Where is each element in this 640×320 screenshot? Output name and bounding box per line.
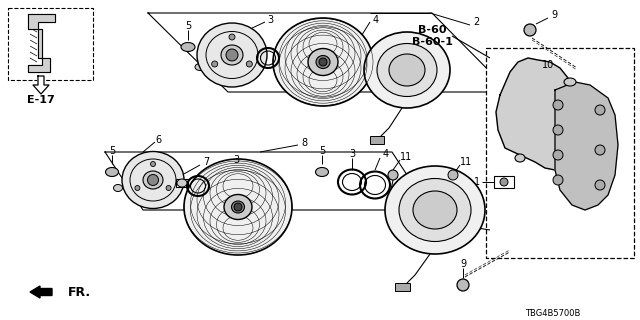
Circle shape	[166, 186, 171, 190]
Text: 8: 8	[301, 138, 307, 148]
Ellipse shape	[122, 151, 184, 209]
Ellipse shape	[177, 179, 187, 187]
Bar	[8, 8, 93, 80]
Circle shape	[150, 162, 156, 166]
Ellipse shape	[364, 32, 450, 108]
Ellipse shape	[316, 167, 328, 177]
Ellipse shape	[413, 191, 457, 229]
Ellipse shape	[113, 185, 122, 191]
Text: TBG4B5700B: TBG4B5700B	[525, 308, 580, 317]
Ellipse shape	[308, 49, 338, 76]
Circle shape	[595, 180, 605, 190]
Bar	[494, 176, 514, 188]
Ellipse shape	[143, 171, 163, 189]
Polygon shape	[555, 82, 618, 210]
Ellipse shape	[389, 54, 425, 86]
Text: 3: 3	[349, 149, 355, 159]
Text: 5: 5	[319, 146, 325, 156]
Circle shape	[448, 170, 458, 180]
Text: B-60: B-60	[418, 213, 446, 223]
Circle shape	[226, 49, 238, 61]
Circle shape	[553, 125, 563, 135]
Ellipse shape	[181, 43, 195, 52]
Circle shape	[234, 203, 242, 211]
Circle shape	[229, 34, 235, 40]
Text: 1: 1	[474, 177, 480, 187]
Text: E-17: E-17	[27, 95, 55, 105]
Bar	[370, 136, 384, 144]
Circle shape	[135, 186, 140, 190]
Ellipse shape	[377, 44, 437, 97]
Circle shape	[553, 175, 563, 185]
Text: 6: 6	[155, 135, 161, 145]
Ellipse shape	[195, 63, 205, 70]
Ellipse shape	[106, 167, 118, 177]
Text: 9: 9	[551, 10, 557, 20]
Text: 5: 5	[109, 146, 115, 156]
Text: B-60-1: B-60-1	[412, 225, 452, 235]
Ellipse shape	[515, 154, 525, 162]
Circle shape	[553, 100, 563, 110]
Text: 11: 11	[400, 152, 412, 162]
Ellipse shape	[399, 179, 471, 242]
Circle shape	[524, 24, 536, 36]
Text: 4: 4	[383, 149, 389, 159]
Text: FR.: FR.	[68, 285, 91, 299]
Circle shape	[457, 279, 469, 291]
Polygon shape	[28, 14, 55, 72]
Text: 2: 2	[473, 17, 479, 27]
Text: 9: 9	[460, 259, 466, 269]
Circle shape	[595, 105, 605, 115]
Bar	[395, 283, 410, 291]
Ellipse shape	[316, 55, 330, 68]
Ellipse shape	[385, 166, 485, 254]
Circle shape	[212, 61, 218, 67]
Circle shape	[553, 150, 563, 160]
Ellipse shape	[221, 45, 243, 65]
Text: 7: 7	[203, 157, 209, 167]
Ellipse shape	[197, 23, 267, 87]
Polygon shape	[33, 76, 49, 94]
Ellipse shape	[224, 195, 252, 220]
Ellipse shape	[184, 159, 292, 255]
Circle shape	[595, 145, 605, 155]
Circle shape	[319, 58, 327, 66]
Text: 10: 10	[542, 60, 554, 70]
Bar	[176, 179, 188, 187]
Text: 5: 5	[185, 21, 191, 31]
Text: 3: 3	[267, 15, 273, 25]
Text: 11: 11	[460, 157, 472, 167]
Ellipse shape	[564, 78, 576, 86]
FancyArrow shape	[30, 286, 52, 298]
Text: 4: 4	[373, 15, 379, 25]
Text: B-60: B-60	[418, 25, 446, 35]
Text: 3: 3	[233, 155, 239, 165]
Bar	[486, 48, 634, 258]
Circle shape	[388, 170, 398, 180]
Circle shape	[246, 61, 252, 67]
Polygon shape	[496, 58, 575, 170]
Ellipse shape	[273, 18, 373, 106]
Circle shape	[500, 178, 508, 186]
Ellipse shape	[232, 201, 244, 213]
Circle shape	[147, 174, 159, 186]
Text: B-60-1: B-60-1	[412, 37, 452, 47]
